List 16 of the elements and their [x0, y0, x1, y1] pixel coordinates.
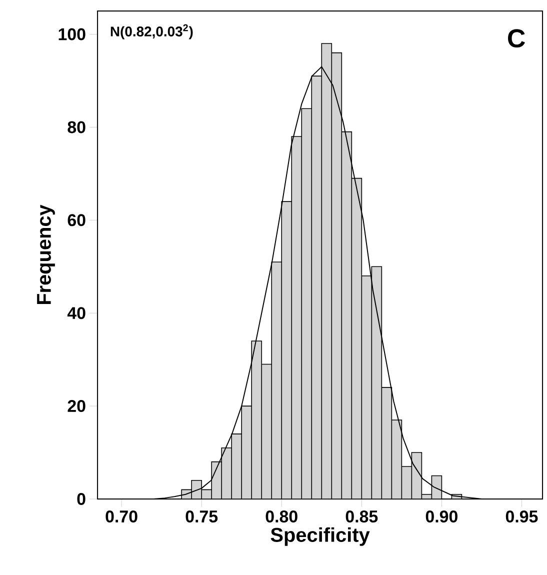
y-tick-label: 100 [59, 28, 86, 40]
x-tick-label: 0.70 [106, 510, 138, 523]
annotation: C [508, 29, 526, 48]
annotation: N(0.82,0.03$^{2}$) [111, 24, 193, 40]
y-tick-label: 80 [68, 121, 86, 134]
y-tick-label: 40 [68, 307, 86, 320]
y-tick-label: 20 [68, 400, 86, 412]
x-tick-label: 0.75 [186, 510, 218, 523]
y-tick-label: 0 [78, 493, 86, 505]
x-tick-label: 0.80 [266, 510, 298, 523]
x-tick-label: 0.90 [426, 510, 458, 523]
x-axis-title: Specificity [271, 527, 370, 546]
x-tick-label: 0.85 [346, 510, 378, 523]
y-axis-title: Frequency [37, 204, 56, 304]
x-tick-label: 0.95 [506, 510, 538, 523]
y-tick-label: 60 [68, 214, 86, 226]
